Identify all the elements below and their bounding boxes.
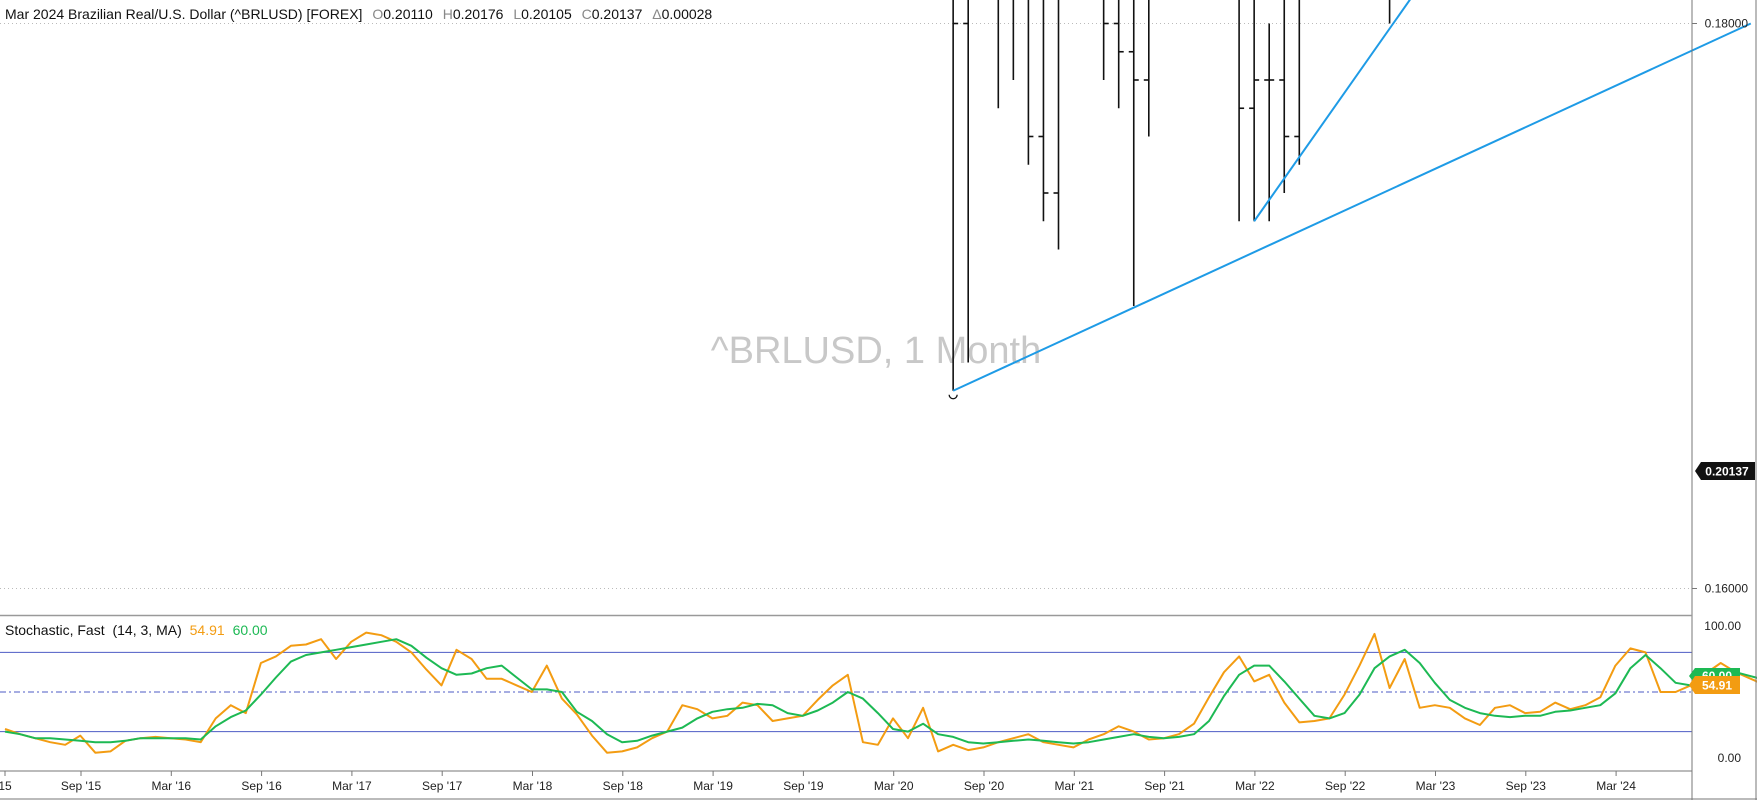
chart-header: Mar 2024 Brazilian Real/U.S. Dollar (^BR… — [5, 6, 712, 22]
price-bar — [1143, 0, 1150, 137]
price-bar — [1264, 23, 1275, 222]
time-tick-label: Sep '20 — [964, 779, 1005, 793]
chart-watermark: ^BRLUSD, 1 Month — [711, 330, 1041, 372]
change-value: 0.00028 — [662, 6, 713, 22]
time-tick-label: Mar '18 — [513, 779, 553, 793]
low-label: L — [513, 6, 521, 22]
time-tick-label: Mar '19 — [693, 779, 733, 793]
price-tick-label: 0.16000 — [1705, 582, 1749, 596]
time-tick-label: Mar '22 — [1235, 779, 1275, 793]
time-tick-label: Sep '23 — [1506, 779, 1547, 793]
stochastic-title: Stochastic, Fast — [5, 622, 105, 638]
price-bar — [1279, 0, 1290, 193]
price-bar — [1027, 0, 1034, 165]
time-tick-label: Mar '17 — [332, 779, 372, 793]
time-tick-label: Sep '22 — [1325, 779, 1366, 793]
last-price-label: 0.20137 — [1705, 465, 1749, 479]
change-label: Δ — [652, 6, 661, 22]
stochastic-bands — [0, 651, 1692, 733]
price-bar — [952, 0, 959, 391]
stochastic-k-badge-label: 54.91 — [1702, 679, 1732, 693]
low-value: 0.20105 — [521, 6, 572, 22]
price-bar — [997, 0, 1000, 109]
trendline — [1253, 0, 1411, 222]
trendline — [952, 22, 1752, 392]
time-tick-label: Mar '20 — [874, 779, 914, 793]
time-tick-label: Mar '23 — [1416, 779, 1456, 793]
time-axis: 15 Sep '15 Mar '16 Sep '16 Mar '17 Sep '17 Mar… — [0, 771, 1636, 793]
price-bar — [1053, 0, 1060, 250]
stochastic-k-badge: 54.91 — [1689, 676, 1740, 694]
price-bar — [963, 0, 970, 363]
price-bar — [1038, 0, 1049, 222]
stochastic-params: (14, 3, MA) — [112, 622, 181, 638]
price-bar — [1102, 0, 1109, 80]
time-tick-label: Mar '24 — [1596, 779, 1636, 793]
price-gridlines — [0, 23, 1692, 589]
stochastic-line-k — [4, 631, 1757, 754]
price-bar — [1113, 0, 1124, 109]
price-bar — [1128, 0, 1139, 306]
stochastic-k-badge-shape — [1689, 676, 1740, 694]
time-tick-label: Sep '18 — [603, 779, 644, 793]
open-value: 0.20110 — [383, 6, 433, 22]
time-tick-label: Mar '21 — [1054, 779, 1094, 793]
price-bar — [1012, 0, 1015, 80]
time-tick-label: Mar '16 — [151, 779, 191, 793]
stochastic-k-value: 54.91 — [190, 622, 225, 638]
swing-low-marker — [948, 394, 958, 400]
stochastic-axis: 0.00 100.00 — [1704, 619, 1741, 765]
time-tick-label: Sep '19 — [783, 779, 824, 793]
price-bar — [1388, 0, 1391, 24]
close-value: 0.20137 — [592, 6, 643, 22]
stochastic-d-value: 60.00 — [233, 622, 268, 638]
chart-title: Mar 2024 Brazilian Real/U.S. Dollar (^BR… — [5, 6, 362, 22]
last-price-badge: 0.20137 — [1695, 462, 1755, 480]
price-bar — [1238, 0, 1245, 222]
time-tick-label: 15 — [0, 779, 12, 793]
high-value: 0.20176 — [453, 6, 504, 22]
time-tick-label: Sep '16 — [241, 779, 282, 793]
high-label: H — [443, 6, 453, 22]
time-tick-label: Sep '21 — [1144, 779, 1185, 793]
last-price-badge-shape — [1695, 462, 1755, 480]
trendlines — [952, 0, 1752, 392]
stochastic-lines — [4, 631, 1757, 754]
stochastic-line-d — [4, 638, 1757, 745]
close-label: C — [582, 6, 592, 22]
stochastic-tick-label: 0.00 — [1718, 751, 1742, 765]
price-bar — [1294, 0, 1301, 165]
price-bar — [1249, 0, 1260, 222]
price-bars — [948, 0, 1391, 400]
time-tick-label: Sep '15 — [61, 779, 102, 793]
price-axis: 0.160000.180000.200000.220000.240000.260… — [1692, 17, 1749, 596]
time-tick-label: Sep '17 — [422, 779, 463, 793]
stochastic-tick-label: 100.00 — [1704, 619, 1741, 633]
price-tick-label: 0.18000 — [1705, 17, 1749, 31]
open-label: O — [372, 6, 383, 22]
stochastic-header: Stochastic, Fast (14, 3, MA) 54.91 60.00 — [5, 622, 268, 638]
